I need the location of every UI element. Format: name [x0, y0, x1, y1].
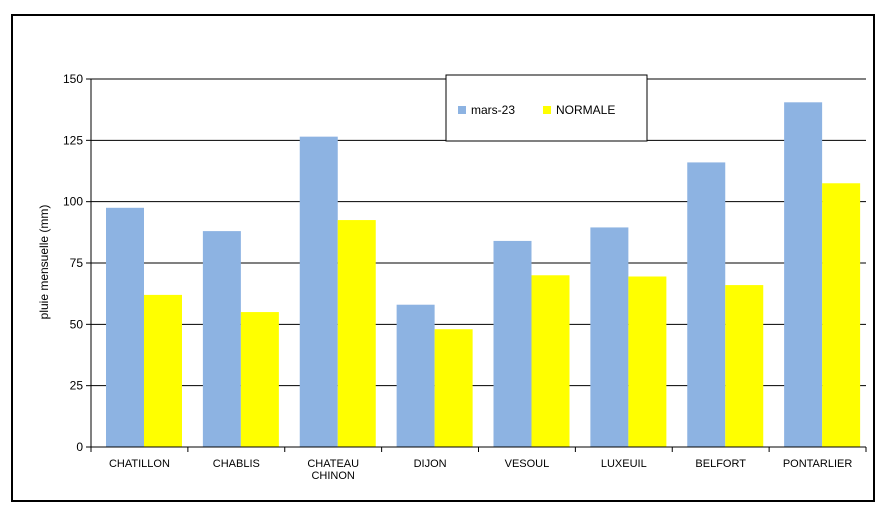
- x-tick-label: PONTARLIER: [783, 458, 853, 470]
- legend-swatch: [543, 106, 551, 114]
- legend-swatch: [458, 106, 466, 114]
- bar-mars-23-6: [687, 162, 726, 447]
- x-tick-label: VESOUL: [505, 458, 550, 470]
- bar-mars-23-5: [590, 227, 629, 447]
- bar-normale-5: [628, 276, 667, 447]
- x-tick-label: CHATEAU: [307, 458, 359, 470]
- bar-mars-23-4: [493, 240, 532, 447]
- y-tick-labels: 0 25 50 75 100 125 150: [63, 72, 83, 454]
- y-tick-label: 0: [76, 440, 83, 454]
- bar-mars-23-1: [202, 231, 241, 447]
- bar-mars-23-7: [784, 102, 823, 447]
- bar-normale-3: [434, 329, 473, 447]
- bar-normale-7: [822, 183, 861, 447]
- x-tick-label: LUXEUIL: [601, 458, 647, 470]
- y-tick-label: 125: [63, 133, 83, 147]
- legend-label: mars-23: [471, 103, 515, 117]
- bar-normale-1: [240, 312, 279, 447]
- x-tick-label: CHATILLON: [109, 458, 170, 470]
- x-tick-label: DIJON: [414, 458, 447, 470]
- x-tick-label: CHABLIS: [213, 458, 260, 470]
- bar-mars-23-0: [106, 207, 144, 447]
- legend-label: NORMALE: [556, 103, 615, 117]
- bar-normale-6: [725, 285, 764, 447]
- y-axis-label: pluie mensuelle (mm): [37, 205, 51, 320]
- bar-normale-2: [337, 220, 376, 447]
- y-tick-label: 50: [70, 317, 84, 331]
- x-tick-label: BELFORT: [695, 458, 746, 470]
- bar-normale-4: [531, 275, 570, 447]
- bar-mars-23-2: [299, 136, 338, 448]
- y-tick-label: 75: [70, 256, 84, 270]
- axes: [86, 78, 867, 452]
- y-tick-label: 25: [70, 379, 84, 393]
- bar-mars-23-3: [396, 304, 435, 447]
- bar-normale-0: [144, 294, 182, 447]
- y-tick-label: 150: [63, 72, 83, 86]
- legend: mars-23 NORMALE: [445, 74, 648, 142]
- x-tick-label: CHINON: [311, 470, 354, 482]
- y-tick-label: 100: [63, 195, 83, 209]
- bars: [106, 102, 861, 448]
